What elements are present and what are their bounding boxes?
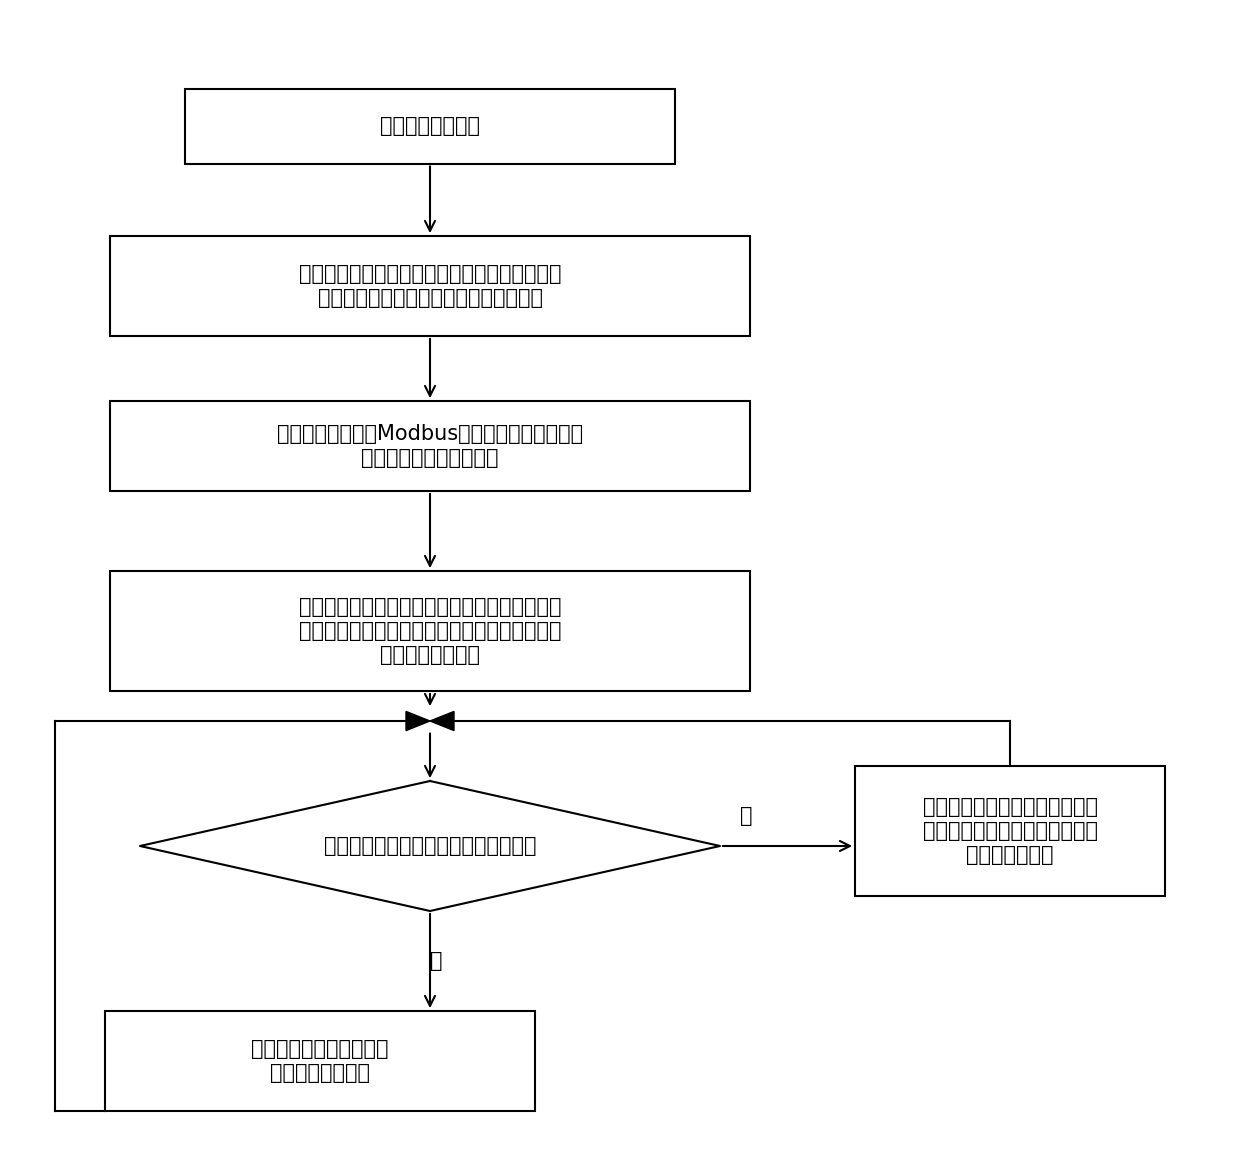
- Text: 备或电加热设备: 备或电加热设备: [966, 846, 1054, 866]
- Text: 是: 是: [430, 951, 443, 971]
- Text: 级由高到低发送控制信号: 级由高到低发送控制信号: [361, 448, 498, 468]
- Text: 否: 否: [740, 806, 753, 826]
- Bar: [856, 766, 1166, 896]
- Polygon shape: [430, 711, 454, 730]
- Text: 加热区实际温度是否位于处于设定区间: 加热区实际温度是否位于处于设定区间: [324, 836, 536, 856]
- Text: 可编程控制器采用Modbus通信模式基于数据优先: 可编程控制器采用Modbus通信模式基于数据优先: [277, 425, 583, 445]
- Text: 号控制加热区的冷端温度补偿设: 号控制加热区的冷端温度补偿设: [923, 821, 1097, 841]
- Bar: [110, 572, 750, 691]
- Text: 同时温度采集器采集获取目标区域实际温度并上: 同时温度采集器采集获取目标区域实际温度并上: [299, 621, 562, 641]
- Text: 传至可编程控制器: 传至可编程控制器: [379, 644, 480, 664]
- Text: 开机清除燃气残渣: 开机清除燃气残渣: [379, 116, 480, 136]
- Text: 度，并基于加热温度生成对应的控制信号: 度，并基于加热温度生成对应的控制信号: [317, 288, 543, 308]
- Bar: [110, 401, 750, 492]
- Text: 基于预设的控制算法输出控制信: 基于预设的控制算法输出控制信: [923, 797, 1097, 817]
- Bar: [105, 1011, 534, 1111]
- Text: 运转进行食品生产: 运转进行食品生产: [270, 1063, 370, 1083]
- Text: 通过可编程控制器设定隧道炉各个区域的加热温: 通过可编程控制器设定隧道炉各个区域的加热温: [299, 263, 562, 283]
- Text: 火管加热器基于控制信号对目标区域进行加热，: 火管加热器基于控制信号对目标区域进行加热，: [299, 597, 562, 617]
- Text: 可编程控制器控制传动链: 可编程控制器控制传动链: [252, 1040, 389, 1060]
- Bar: [185, 88, 675, 163]
- Polygon shape: [405, 711, 430, 730]
- Bar: [110, 236, 750, 336]
